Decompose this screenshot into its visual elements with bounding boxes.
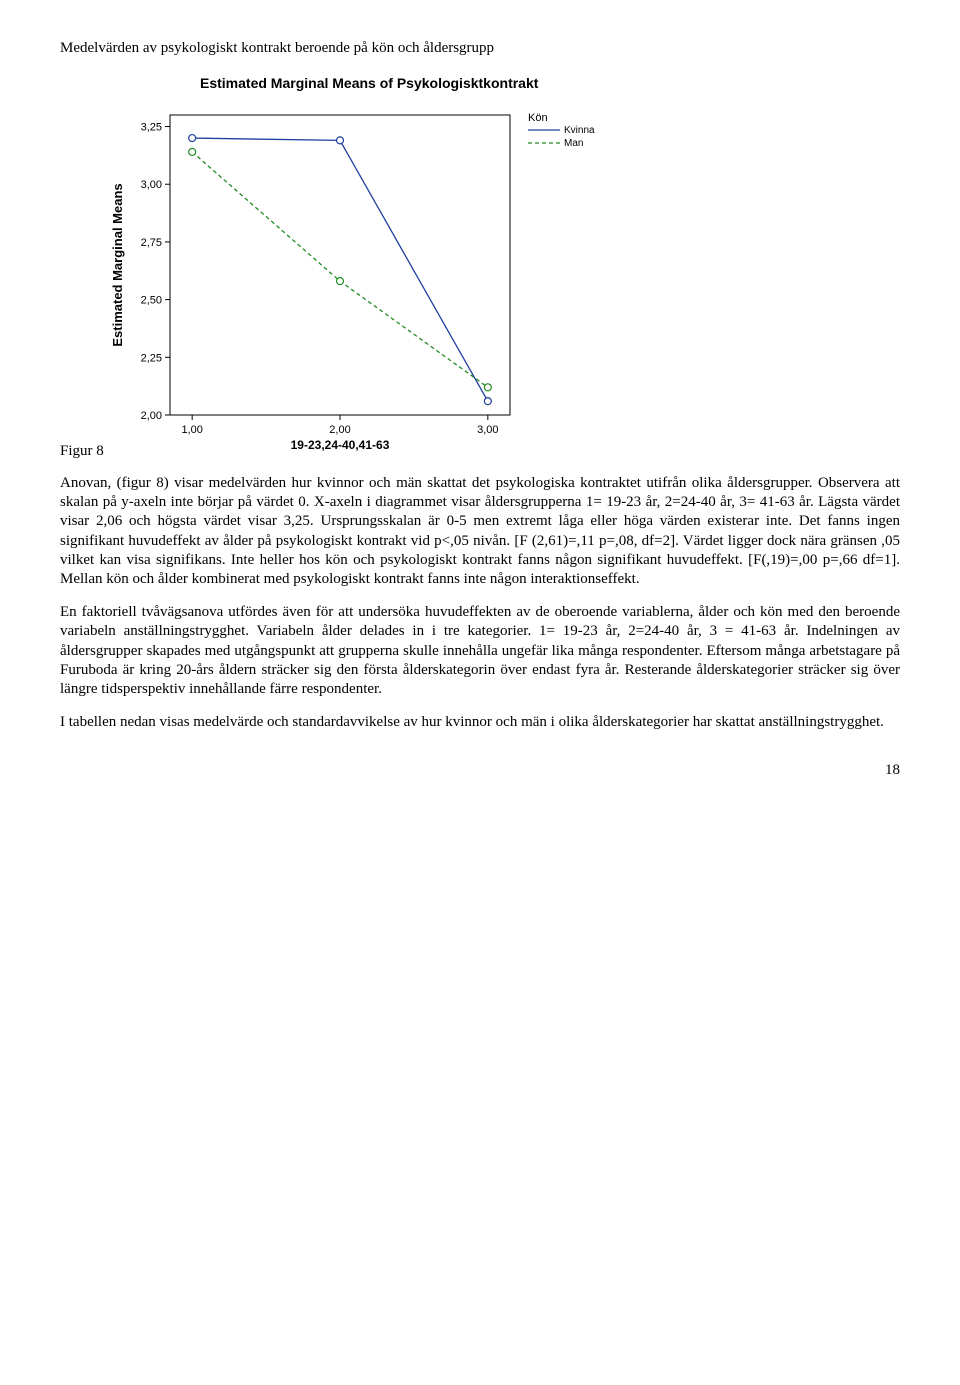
- svg-text:2,00: 2,00: [141, 410, 162, 422]
- page-title: Medelvärden av psykologiskt kontrakt ber…: [60, 40, 900, 57]
- svg-text:Kvinna: Kvinna: [564, 125, 595, 136]
- svg-text:Man: Man: [564, 138, 583, 149]
- svg-text:3,25: 3,25: [141, 122, 162, 134]
- svg-text:Kön: Kön: [528, 112, 548, 124]
- paragraph-3: I tabellen nedan visas medelvärde och st…: [60, 713, 900, 732]
- svg-text:3,00: 3,00: [477, 424, 498, 436]
- chart-container: Estimated Marginal Means of Psykologiskt…: [80, 75, 900, 457]
- svg-text:2,50: 2,50: [141, 295, 162, 307]
- svg-text:2,75: 2,75: [141, 237, 162, 249]
- figure-caption: Figur 8: [60, 443, 900, 460]
- svg-text:3,00: 3,00: [141, 179, 162, 191]
- svg-text:1,00: 1,00: [181, 424, 202, 436]
- chart-title: Estimated Marginal Means of Psykologiskt…: [200, 75, 900, 91]
- paragraph-1: Anovan, (figur 8) visar medelvärden hur …: [60, 474, 900, 589]
- svg-text:Estimated Marginal Means: Estimated Marginal Means: [110, 183, 125, 346]
- svg-text:2,25: 2,25: [141, 352, 162, 364]
- svg-text:2,00: 2,00: [329, 424, 350, 436]
- page-number: 18: [60, 762, 900, 779]
- paragraph-2: En faktoriell tvåvägsanova utfördes även…: [60, 603, 900, 699]
- svg-text:19-23,24-40,41-63: 19-23,24-40,41-63: [291, 438, 390, 452]
- chart-svg: 2,00 2,25 2,50 2,75 3,00 3,25 1,00 2,00 3,00 19-2…: [80, 97, 640, 457]
